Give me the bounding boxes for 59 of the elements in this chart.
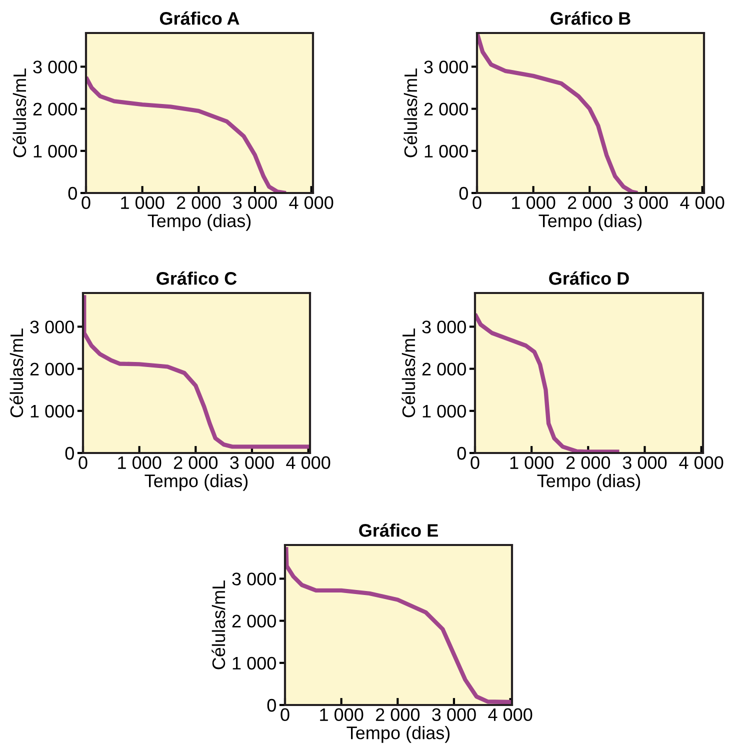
x-tick-label: 2 000 [568, 196, 612, 210]
x-axis-title: Tempo (dias) [538, 214, 642, 231]
x-tick-label: 2 000 [566, 456, 610, 470]
y-tick-label: 2 000 [232, 614, 276, 628]
x-tick-label: 1 000 [118, 456, 162, 470]
y-tick-label: 2 000 [30, 362, 74, 376]
x-axis-title: Tempo (dias) [144, 474, 248, 491]
x-tick-label: 2 000 [176, 196, 221, 210]
x-tick-label: 2 000 [174, 456, 218, 470]
x-tick-label: 1 000 [510, 456, 554, 470]
chart-title: Gráfico B [550, 11, 630, 25]
x-tick-label: 3 000 [624, 196, 668, 210]
x-axis-title: Tempo (dias) [148, 214, 251, 231]
line-series [475, 312, 622, 453]
x-tick-label: 1 000 [320, 708, 364, 722]
y-tick-label: 3 000 [422, 320, 466, 334]
y-tick-label: 0 [459, 186, 468, 200]
x-tick-label: 0 [82, 196, 90, 210]
y-tick-label: 0 [457, 446, 466, 460]
x-tick-label: 4 000 [488, 708, 532, 722]
chart-title: Gráfico D [549, 271, 629, 285]
y-tick-label: 1 000 [424, 144, 468, 158]
x-tick-label: 2 000 [376, 708, 420, 722]
y-axis-title: Células/mL [404, 68, 418, 158]
y-tick-label: 0 [65, 446, 74, 460]
y-tick-label: 2 000 [422, 362, 466, 376]
x-tick-label: 4 000 [286, 456, 330, 470]
x-axis-title: Tempo (dias) [537, 474, 640, 491]
x-tick-label: 4 000 [289, 196, 334, 210]
chart-title: Gráfico A [160, 11, 240, 25]
y-tick-label: 1 000 [422, 404, 466, 418]
line-series [86, 75, 288, 193]
x-tick-label: 4 000 [679, 456, 724, 470]
x-axis-title: Tempo (dias) [346, 726, 450, 743]
y-tick-label: 2 000 [424, 102, 468, 116]
chart-title: Gráfico C [156, 271, 237, 285]
chart-title: Gráfico E [359, 523, 438, 537]
y-axis-title: Células/mL [12, 68, 26, 158]
y-tick-label: 3 000 [33, 60, 77, 74]
y-axis-title: Células/mL [402, 328, 416, 418]
y-tick-label: 1 000 [30, 404, 74, 418]
x-tick-label: 0 [78, 456, 88, 470]
y-tick-label: 1 000 [34, 144, 77, 158]
y-axis-title: Células/mL [212, 580, 226, 670]
y-tick-label: 0 [267, 698, 276, 712]
y-tick-label: 3 000 [232, 572, 276, 586]
y-tick-label: 1 000 [232, 656, 276, 670]
x-tick-label: 3 000 [622, 456, 667, 470]
y-tick-label: 2 000 [33, 102, 77, 116]
y-tick-label: 0 [68, 186, 77, 200]
x-tick-label: 4 000 [680, 196, 724, 210]
x-tick-label: 1 000 [121, 196, 164, 210]
y-axis-title: Células/mL [10, 328, 24, 418]
x-tick-label: 0 [472, 196, 482, 210]
x-tick-label: 1 000 [512, 196, 556, 210]
x-tick-label: 0 [470, 456, 480, 470]
y-tick-label: 3 000 [30, 320, 74, 334]
y-tick-label: 3 000 [424, 60, 468, 74]
x-tick-label: 0 [280, 708, 290, 722]
